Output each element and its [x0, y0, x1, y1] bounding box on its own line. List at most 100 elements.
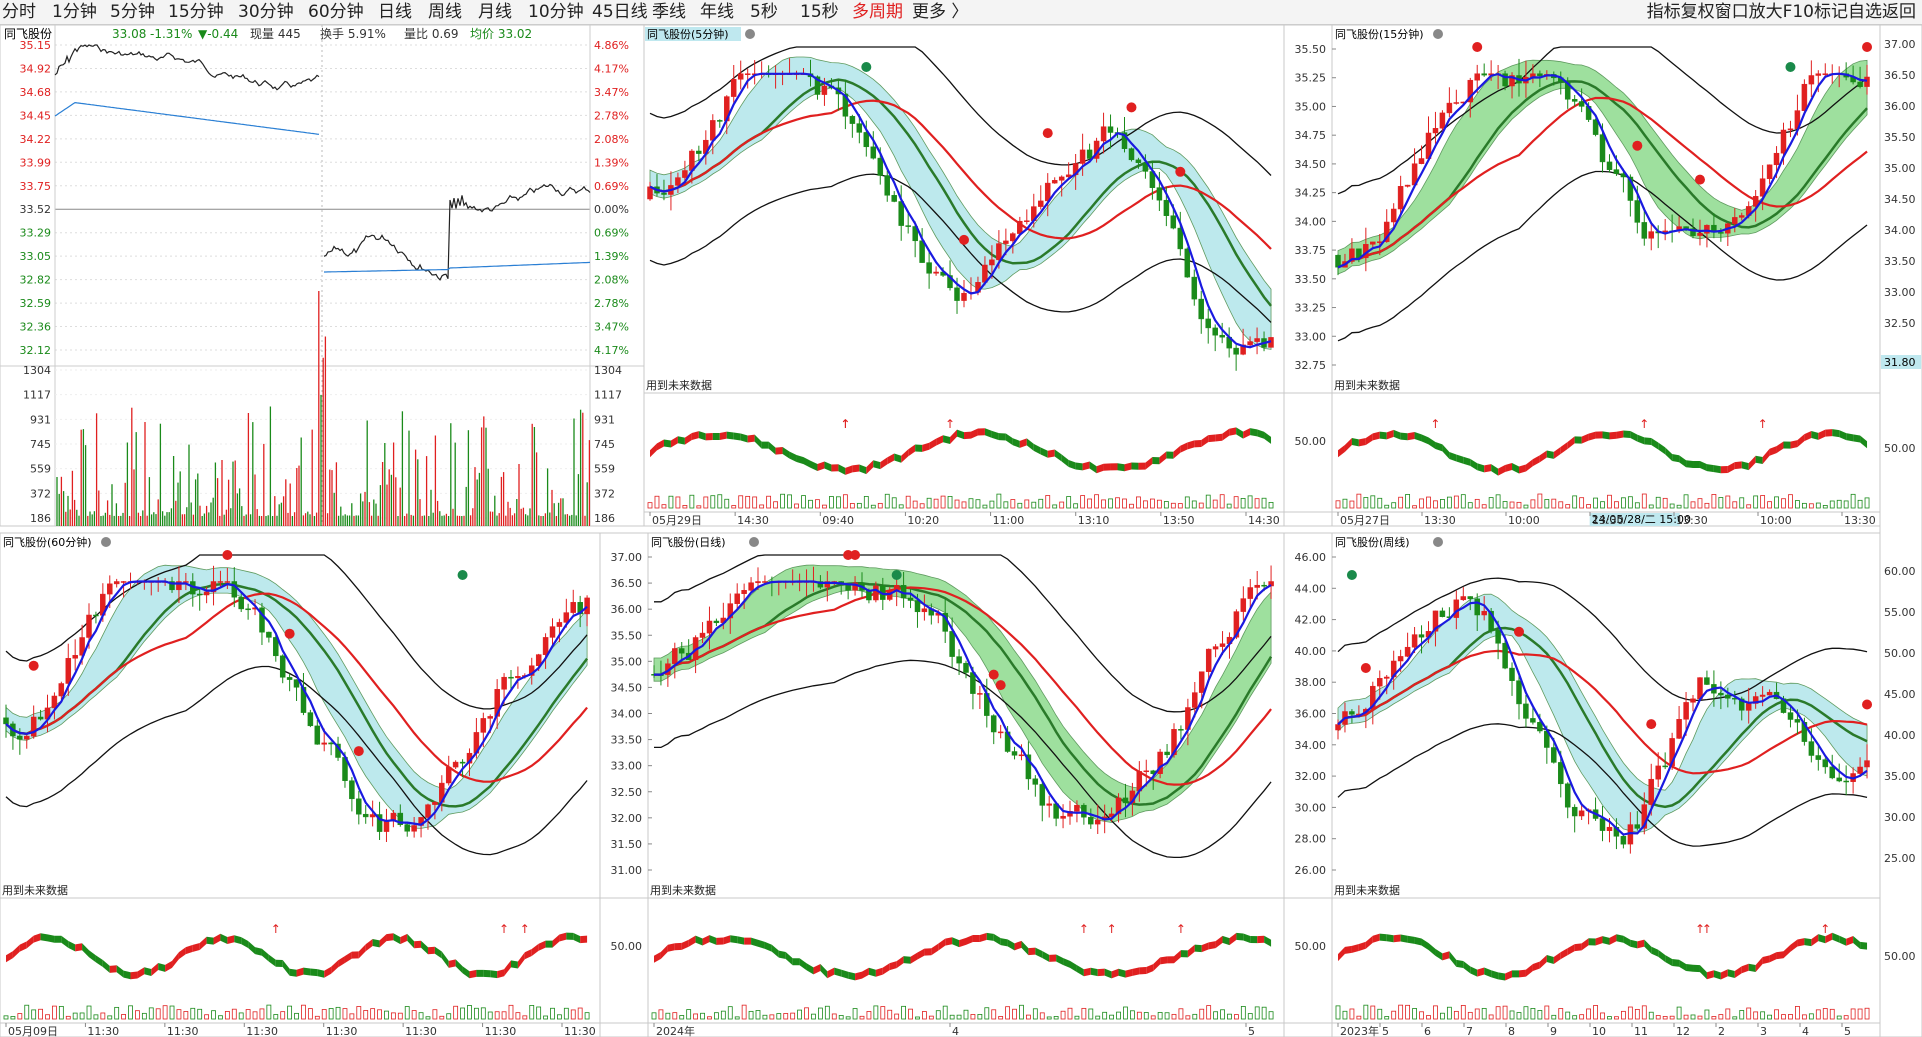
x-tick-label: 11:00	[993, 514, 1025, 527]
histogram-bar	[1725, 495, 1731, 509]
histogram-bar	[734, 1016, 740, 1020]
histogram-bar	[1523, 1006, 1529, 1020]
pct-tick-label: 1.39%	[594, 250, 629, 263]
oscillator-wave	[206, 936, 214, 945]
candle-body	[1787, 712, 1794, 720]
histogram-bar	[1614, 501, 1619, 509]
toolbar-right-menu[interactable]: 指标复权窗口放大F10标记自选返回	[1646, 2, 1916, 22]
price-tick-label: 33.29	[20, 227, 52, 240]
oscillator-wave	[998, 433, 1006, 441]
period-tab[interactable]: 60分钟	[308, 2, 364, 22]
candle-body	[362, 813, 369, 818]
candle-body	[1044, 182, 1051, 202]
candle-body	[817, 581, 824, 588]
period-tab[interactable]: 15分钟	[168, 2, 224, 22]
oscillator-wave	[1832, 932, 1840, 943]
histogram-bar	[501, 1011, 507, 1020]
candle-body	[556, 622, 563, 627]
histogram-bar	[321, 1009, 327, 1020]
period-tab[interactable]: 更多 〉	[912, 2, 969, 22]
oscillator-wave	[331, 960, 339, 974]
histogram-bar	[1143, 1012, 1149, 1020]
buy-signal-icon	[222, 550, 233, 560]
candle-body	[997, 731, 1004, 734]
oscillator-wave	[379, 934, 387, 948]
histogram-bar	[1774, 1009, 1779, 1020]
period-tab[interactable]: 年线	[700, 2, 734, 22]
histogram-bar	[1039, 1012, 1045, 1020]
period-tab[interactable]: 5分钟	[110, 2, 155, 22]
oscillator-wave	[483, 969, 491, 978]
histogram-bar	[1488, 1014, 1494, 1020]
oscillator-wave	[1250, 935, 1258, 944]
period-tab[interactable]: 15秒	[800, 2, 839, 22]
period-tab[interactable]: 45日线	[592, 2, 648, 22]
histogram-bar	[801, 495, 806, 509]
oscillator-wave	[868, 967, 876, 977]
histogram-bar	[1683, 1014, 1689, 1020]
period-tab[interactable]: 多周期	[852, 2, 903, 22]
histogram-bar	[1481, 504, 1487, 509]
period-tab[interactable]: 周线	[428, 2, 462, 22]
future-data-note: 用到未来数据	[1334, 883, 1400, 897]
candle-body	[713, 620, 720, 624]
pct-tick-label: 3.47%	[594, 86, 629, 99]
histogram-bar	[766, 495, 772, 509]
period-tab[interactable]: 月线	[478, 2, 512, 22]
candle-body	[1794, 719, 1801, 723]
histogram-bar	[1356, 1015, 1362, 1020]
histogram-bar	[1495, 494, 1501, 509]
oscillator-wave	[931, 943, 939, 956]
period-tab[interactable]: 1分钟	[52, 2, 97, 22]
candle-body	[884, 175, 890, 196]
histogram-bar	[877, 502, 883, 509]
candle-body	[956, 656, 962, 664]
upper-band-line	[654, 554, 1272, 713]
oscillator-wave	[1532, 455, 1540, 467]
histogram-bar	[693, 1013, 698, 1020]
oscillator-wave	[1644, 939, 1652, 954]
volume-tick-label-right: 372	[594, 487, 615, 500]
oscillator-wave	[1581, 938, 1589, 951]
period-tab[interactable]: 5秒	[750, 2, 778, 22]
candle-body	[273, 637, 279, 657]
x-tick-label: 11:30	[246, 1025, 278, 1037]
oscillator-wave	[462, 966, 470, 979]
candle-body	[1088, 816, 1094, 825]
histogram-bar	[1102, 1011, 1108, 1020]
oscillator-wave	[1089, 461, 1097, 474]
candle-body	[356, 798, 362, 815]
histogram-bar	[1843, 1015, 1849, 1020]
oscillator-wave	[1215, 433, 1223, 442]
oscillator-wave	[778, 950, 786, 959]
candle-body	[328, 742, 334, 745]
period-tab[interactable]: 分时	[2, 2, 36, 22]
candle-body	[1240, 344, 1246, 355]
histogram-bar	[1697, 498, 1703, 509]
candle-body	[1418, 634, 1425, 638]
oscillator-wave	[1111, 968, 1119, 979]
volume-tick-label: 372	[30, 487, 51, 500]
histogram-bar	[1419, 1011, 1424, 1020]
period-tab[interactable]: 10分钟	[528, 2, 584, 22]
oscillator-wave	[1679, 959, 1687, 971]
period-tab[interactable]: 季线	[652, 2, 686, 22]
pct-tick-label: 4.17%	[594, 344, 629, 357]
oscillator-wave	[1056, 954, 1064, 965]
histogram-bar	[700, 1012, 705, 1020]
histogram-bar	[933, 498, 939, 509]
candle-body	[369, 814, 376, 818]
period-tab[interactable]: 日线	[378, 2, 412, 22]
y-tick-label: 33.00	[611, 760, 643, 773]
oscillator-wave	[1351, 944, 1359, 953]
oscillator-wave	[1637, 939, 1645, 949]
period-tab[interactable]: 30分钟	[238, 2, 294, 22]
multi-period-chart-area[interactable]: 同飞股份 33.08 -1.31% ▼-0.44 现量 445 换手 5.91% 量比 0.…	[0, 24, 1922, 1037]
histogram-bar	[829, 496, 834, 509]
right-axis-osc-label: 50.00	[1884, 442, 1916, 455]
histogram-bar	[1157, 1012, 1163, 1020]
oscillator-wave	[977, 428, 985, 436]
histogram-bar	[65, 1015, 71, 1020]
histogram-bar	[1502, 501, 1508, 509]
histogram-bar	[908, 1008, 913, 1020]
